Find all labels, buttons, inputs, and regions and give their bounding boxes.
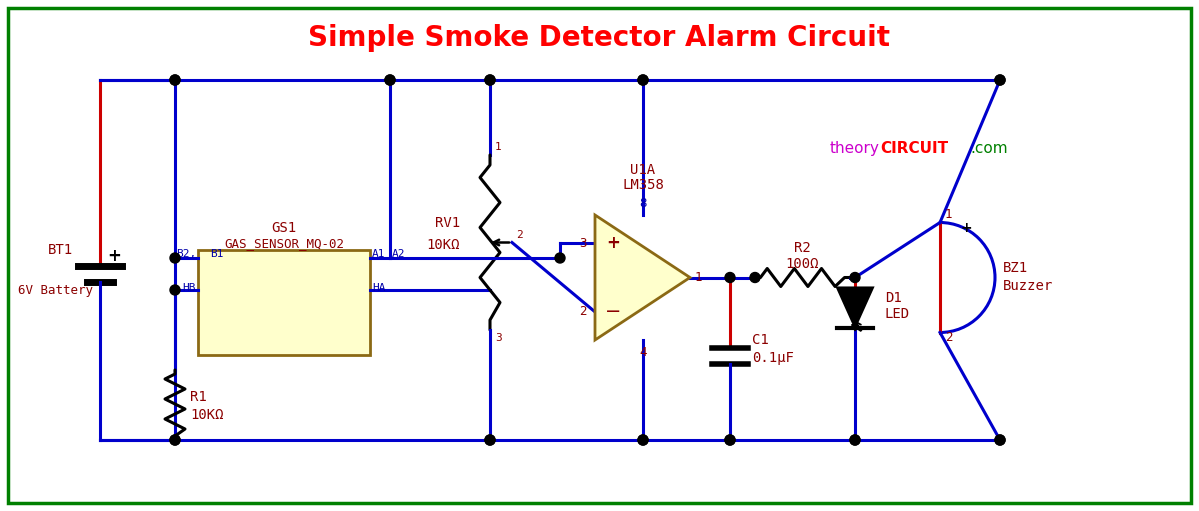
- Text: 8: 8: [639, 197, 646, 210]
- Text: 4: 4: [639, 345, 646, 359]
- Circle shape: [850, 272, 860, 283]
- Text: −: −: [604, 303, 621, 321]
- Text: 2: 2: [579, 306, 588, 318]
- Circle shape: [638, 75, 647, 85]
- Text: C1: C1: [752, 333, 769, 347]
- Circle shape: [486, 435, 495, 445]
- Circle shape: [995, 435, 1005, 445]
- Circle shape: [725, 435, 735, 445]
- Circle shape: [995, 75, 1005, 85]
- Text: B1: B1: [210, 249, 223, 259]
- Circle shape: [751, 272, 760, 283]
- Circle shape: [850, 435, 860, 445]
- Text: 2: 2: [945, 331, 952, 344]
- Circle shape: [555, 253, 565, 263]
- Circle shape: [725, 272, 735, 283]
- Circle shape: [170, 435, 180, 445]
- Text: 3: 3: [579, 237, 588, 250]
- Circle shape: [385, 75, 394, 85]
- Circle shape: [486, 75, 495, 85]
- Text: theory: theory: [830, 141, 880, 155]
- Text: R1: R1: [189, 390, 206, 404]
- Text: +: +: [960, 221, 971, 235]
- Text: RV1: RV1: [435, 216, 460, 229]
- Circle shape: [995, 435, 1005, 445]
- Circle shape: [486, 75, 495, 85]
- Text: +: +: [605, 234, 620, 252]
- Circle shape: [486, 435, 495, 445]
- Text: Simple Smoke Detector Alarm Circuit: Simple Smoke Detector Alarm Circuit: [308, 24, 891, 52]
- Text: U1A: U1A: [631, 163, 656, 177]
- Circle shape: [638, 435, 647, 445]
- Text: 1: 1: [945, 208, 952, 221]
- Circle shape: [385, 75, 394, 85]
- Polygon shape: [837, 288, 873, 328]
- Text: CIRCUIT: CIRCUIT: [880, 141, 948, 155]
- Circle shape: [638, 75, 647, 85]
- Text: 3: 3: [495, 333, 501, 343]
- Text: .com: .com: [970, 141, 1007, 155]
- Text: GAS_SENSOR_MQ-02: GAS_SENSOR_MQ-02: [224, 238, 344, 250]
- Text: 1: 1: [695, 271, 703, 284]
- Text: A2: A2: [392, 249, 405, 259]
- Circle shape: [850, 435, 860, 445]
- Circle shape: [170, 253, 180, 263]
- Circle shape: [638, 435, 647, 445]
- Circle shape: [995, 75, 1005, 85]
- Text: +: +: [107, 247, 121, 265]
- Text: BZ1: BZ1: [1004, 261, 1028, 274]
- Text: 1: 1: [495, 142, 501, 152]
- Text: GS1: GS1: [271, 221, 296, 235]
- Text: B2,: B2,: [176, 249, 195, 259]
- Text: LED: LED: [885, 307, 910, 320]
- Circle shape: [170, 75, 180, 85]
- Text: Buzzer: Buzzer: [1004, 278, 1053, 292]
- Text: 10KΩ: 10KΩ: [189, 408, 223, 422]
- Text: BT1: BT1: [48, 243, 73, 257]
- Text: 6V Battery: 6V Battery: [18, 284, 92, 296]
- Circle shape: [170, 285, 180, 295]
- Text: 0.1μF: 0.1μF: [752, 351, 794, 365]
- Text: HB: HB: [182, 283, 195, 293]
- Text: HA: HA: [372, 283, 386, 293]
- Text: A1: A1: [372, 249, 386, 259]
- Text: LM358: LM358: [622, 178, 664, 192]
- Circle shape: [170, 75, 180, 85]
- Text: D1: D1: [885, 290, 902, 305]
- Text: 2: 2: [516, 229, 523, 240]
- Text: 10KΩ: 10KΩ: [427, 238, 460, 251]
- Text: 100Ω: 100Ω: [785, 257, 819, 270]
- Circle shape: [170, 435, 180, 445]
- Polygon shape: [595, 215, 689, 340]
- Text: R2: R2: [794, 241, 811, 254]
- Bar: [198, 250, 370, 355]
- Circle shape: [725, 435, 735, 445]
